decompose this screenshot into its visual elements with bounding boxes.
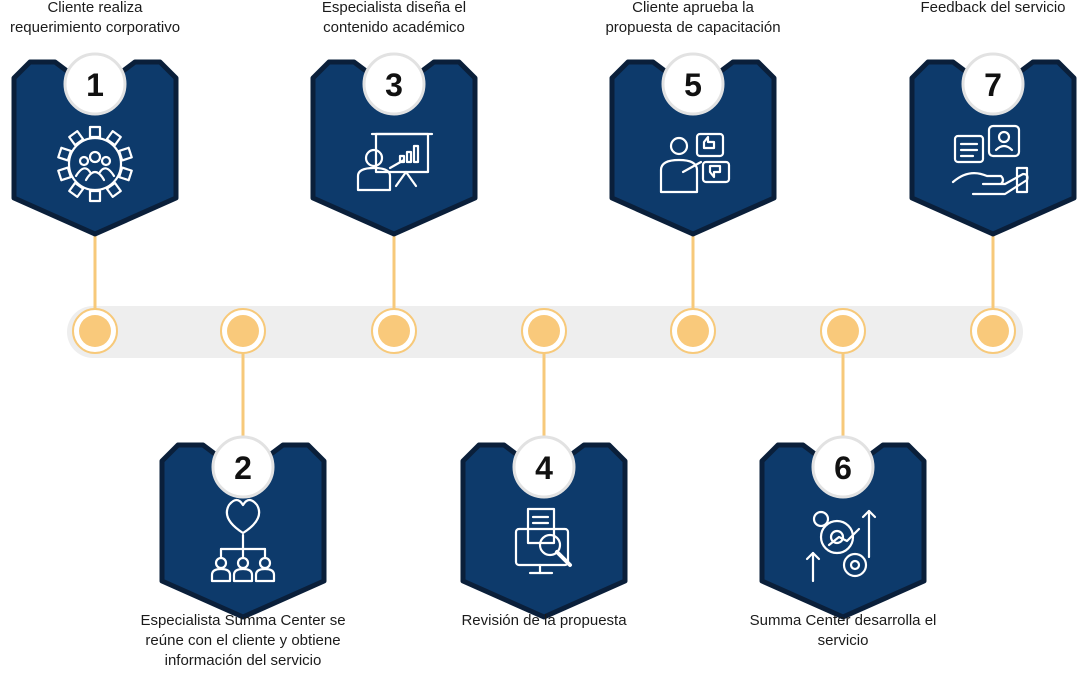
- step-7: 7: [909, 52, 1077, 354]
- step-badge: [159, 442, 327, 620]
- step-number: 7: [984, 67, 1002, 103]
- timeline-node: [378, 315, 410, 347]
- step-label-7: Feedback del servicio: [920, 0, 1066, 16]
- step-badge: [609, 59, 777, 237]
- feedback-hand-icon: [951, 124, 1029, 196]
- step-badge: [759, 442, 927, 620]
- step-number: 1: [86, 67, 104, 103]
- step-label-2: Especialista Summa Center se reúne con e…: [140, 612, 346, 669]
- step-number: 5: [684, 67, 702, 103]
- step-2: 2: [159, 308, 327, 620]
- step-3: 3: [310, 52, 478, 354]
- growth-gears-icon: [805, 509, 877, 583]
- step-number-circle: [811, 435, 875, 499]
- gear-team-icon: [57, 125, 133, 203]
- step-5: 5: [609, 52, 777, 354]
- step-number: 6: [834, 450, 852, 486]
- document-review-icon: [514, 507, 572, 575]
- approval-feedback-icon: [659, 132, 731, 194]
- step-badge: [310, 59, 478, 237]
- handshake-network-icon: [210, 498, 276, 583]
- step-1: 1: [11, 52, 179, 354]
- step-4: 4: [460, 308, 628, 620]
- step-number-circle: [362, 52, 426, 116]
- step-badge: [460, 442, 628, 620]
- step-number-circle: [211, 435, 275, 499]
- step-number-circle: [661, 52, 725, 116]
- timeline-node: [677, 315, 709, 347]
- timeline-node: [827, 315, 859, 347]
- step-number-circle: [961, 52, 1025, 116]
- step-badge: [11, 59, 179, 237]
- timeline-node: [79, 315, 111, 347]
- step-number-circle: [512, 435, 576, 499]
- timeline-node: [977, 315, 1009, 347]
- presenter-board-icon: [356, 132, 434, 192]
- step-label-6: Summa Center desarrolla el servicio: [749, 612, 937, 649]
- step-number: 2: [234, 450, 252, 486]
- step-label-3: Especialista diseña el contenido académi…: [321, 0, 467, 36]
- timeline-node: [528, 315, 560, 347]
- step-label-1: Cliente realiza requerimiento corporativ…: [9, 0, 181, 36]
- step-label-5: Cliente aprueba la propuesta de capacita…: [605, 0, 781, 36]
- timeline-node: [227, 315, 259, 347]
- step-number: 3: [385, 67, 403, 103]
- step-number-circle: [63, 52, 127, 116]
- step-number: 4: [535, 450, 553, 486]
- step-label-4: Revisión de la propuesta: [461, 612, 627, 629]
- step-6: 6: [759, 308, 927, 620]
- step-badge: [909, 59, 1077, 237]
